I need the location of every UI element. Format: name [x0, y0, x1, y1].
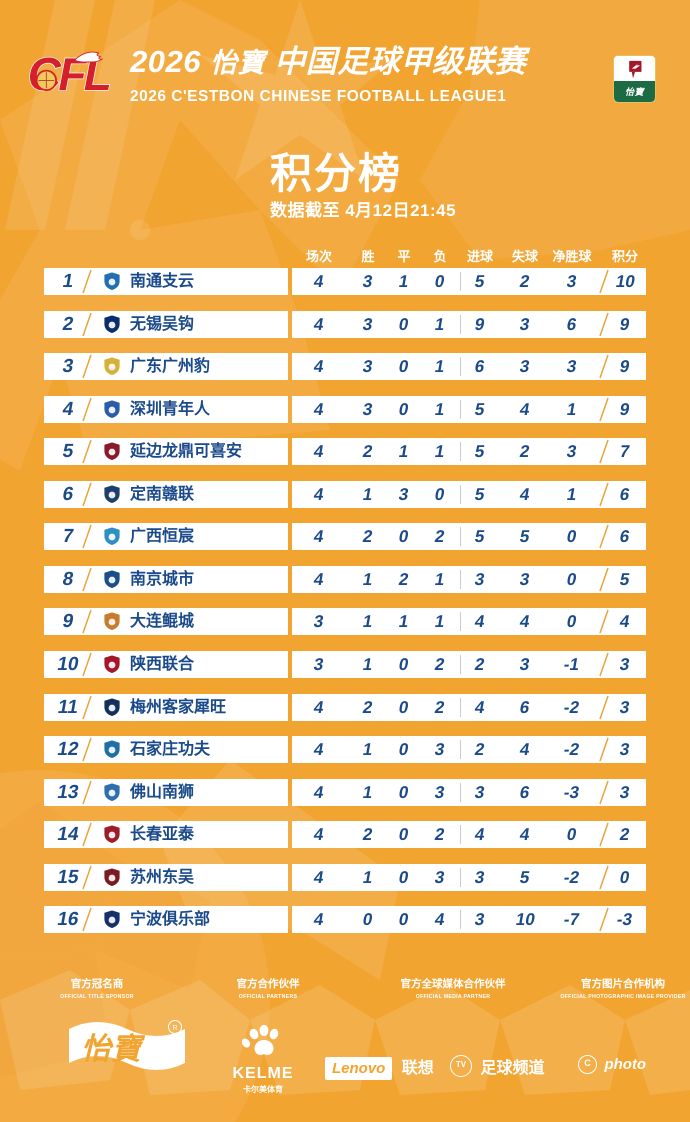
svg-text:R: R	[172, 1025, 177, 1032]
svg-text:怡寶: 怡寶	[81, 1032, 146, 1066]
